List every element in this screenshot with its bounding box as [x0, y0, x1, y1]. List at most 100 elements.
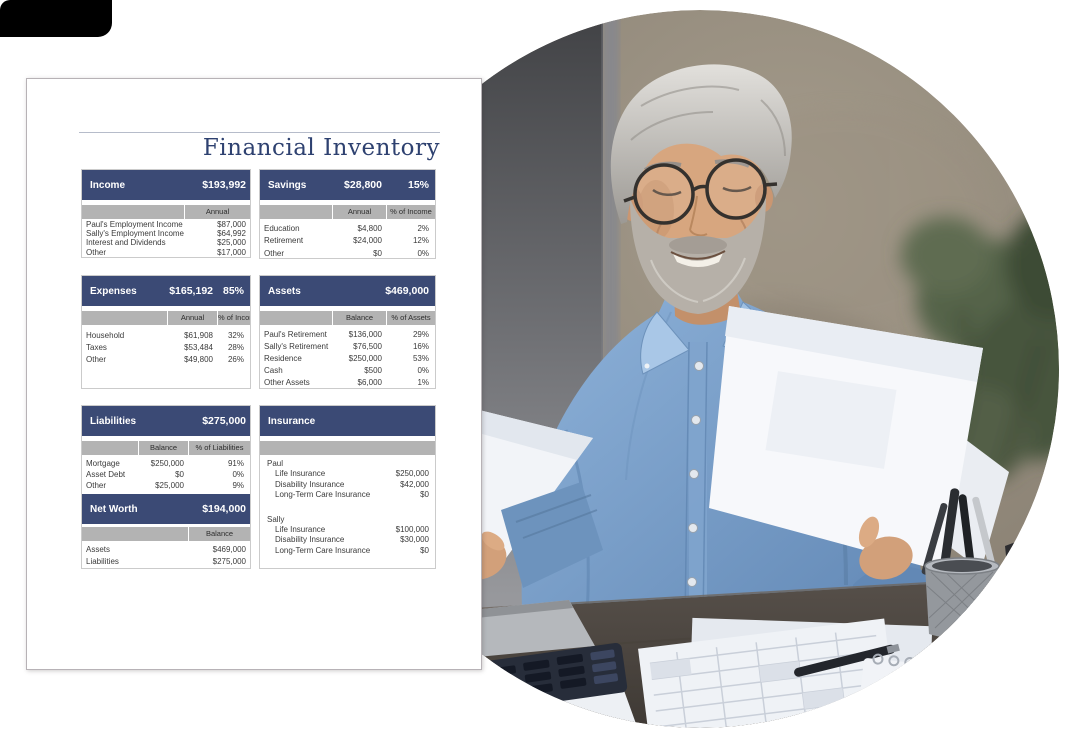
table-title: Assets [268, 285, 301, 297]
row-value: $250,000 [150, 459, 184, 468]
table-header: Savings $28,800 15% [260, 170, 435, 200]
hair [610, 64, 792, 224]
eyes [652, 185, 752, 196]
band-cell [260, 311, 332, 325]
band-cell: % of Liabilities [188, 441, 250, 455]
title-rule [79, 132, 440, 133]
row-percent: 32% [227, 330, 244, 340]
pen [794, 643, 900, 677]
band-cell: Balance [332, 311, 386, 325]
row-value: $25,000 [217, 238, 246, 248]
table-row: Disability Insurance $42,000 [260, 480, 435, 491]
band-cell: Annual [167, 311, 217, 325]
table-row: Retirement $24,000 12% [260, 235, 435, 248]
table-row: Assets $469,000 [82, 543, 250, 555]
row-value: $24,000 [353, 236, 382, 246]
table-total: $193,992 [202, 179, 246, 191]
group-label: Sally [267, 514, 285, 524]
row-percent: 9% [232, 481, 244, 490]
row-label: Other [86, 481, 107, 490]
band-cell [82, 311, 167, 325]
column-header-row: Balance % of Assets [260, 311, 435, 325]
table-row: Other $17,000 [82, 248, 250, 257]
row-value: $0 [420, 545, 429, 555]
band-cell: Balance [188, 527, 250, 541]
band-cell [82, 205, 184, 219]
table-row: Interest and Dividends $25,000 [82, 238, 250, 247]
group-label: Paul [267, 459, 284, 468]
group-spacer [260, 501, 435, 514]
row-label: Long-Term Care Insurance [275, 490, 371, 499]
table-total: $469,000 [385, 285, 429, 297]
table-row: Disability Insurance $30,000 [260, 535, 435, 546]
row-label: Other [264, 248, 285, 258]
row-label: Paul's Employment Income [86, 220, 183, 230]
row-value: $250,000 [348, 353, 382, 363]
man [445, 64, 1009, 623]
row-label: Other [86, 247, 107, 257]
left-sleeve-cuff [501, 482, 603, 588]
table-row: Household $61,908 32% [82, 329, 250, 341]
row-percent: 26% [227, 354, 244, 364]
table-row: Sally's Employment Income $64,992 [82, 229, 250, 238]
row-value: $87,000 [217, 220, 246, 230]
table-row: Other Assets $6,000 1% [260, 377, 435, 388]
shirt-buttons [687, 361, 704, 587]
corner-tab [0, 0, 112, 37]
table-total: $275,000 [202, 415, 246, 427]
collar [640, 311, 690, 375]
pens-in-cup [921, 488, 997, 575]
table-title: Insurance [268, 415, 316, 427]
table-rows: Assets $469,000 Liabilities $275,000 [82, 541, 250, 567]
row-label: Assets [86, 544, 111, 554]
row-value: $4,800 [357, 223, 382, 233]
row-percent: 91% [227, 459, 244, 468]
row-percent: 1% [417, 378, 429, 388]
row-value: $76,500 [353, 341, 382, 351]
row-percent: 0% [417, 248, 429, 258]
band-cell [260, 205, 332, 219]
row-value: $469,000 [212, 544, 246, 554]
row-value: $0 [373, 248, 382, 258]
insurance-table: Insurance Paul Life Insurance $250,000 D… [259, 405, 436, 569]
table-rows: Paul's Employment Income $87,000 Sally's… [82, 219, 250, 257]
table-percent: 85% [222, 285, 244, 297]
column-header-row: Annual [82, 205, 250, 219]
row-label: Disability Insurance [275, 479, 345, 489]
band-cell: % of Income [217, 311, 250, 325]
row-percent: 16% [412, 341, 429, 351]
row-label: Other Assets [264, 378, 310, 388]
table-header: Income $193,992 [82, 170, 250, 200]
table-total: $28,800 [344, 179, 382, 191]
photo-illustration [341, 10, 1059, 728]
row-percent: 12% [412, 236, 429, 246]
row-label: Liabilities [86, 556, 119, 566]
liabilities-networth-table: Liabilities $275,000 Balance % of Liabil… [81, 405, 251, 569]
page-title: Financial Inventory [202, 135, 440, 161]
band-cell [260, 441, 435, 455]
row-percent: 28% [227, 342, 244, 352]
income-table: Income $193,992 Annual Paul's Employment… [81, 169, 251, 258]
table-rows: Paul's Retirement $136,000 29% Sally's R… [260, 325, 435, 388]
column-header-row: Balance % of Liabilities [82, 441, 250, 455]
row-percent: 0% [232, 470, 244, 479]
row-value: $25,000 [155, 481, 184, 490]
table-row: Life Insurance $100,000 [260, 525, 435, 536]
pencil-cup [924, 557, 1000, 639]
assets-table: Assets $469,000 Balance % of Assets Paul… [259, 275, 436, 389]
table-total: $165,192 [169, 285, 213, 297]
table-row: Asset Debt $0 0% [82, 469, 250, 480]
table-row: Residence $250,000 53% [260, 352, 435, 364]
beard [630, 196, 766, 314]
table-header: Net Worth $194,000 [82, 494, 250, 524]
glasses [623, 158, 778, 225]
column-header-row: Annual % of Income [82, 311, 250, 325]
table-row: Other $49,800 26% [82, 353, 250, 365]
table-row: Other $25,000 9% [82, 480, 250, 491]
table-row: Cash $500 0% [260, 365, 435, 377]
table-row: Life Insurance $250,000 [260, 469, 435, 480]
row-label: Asset Debt [86, 470, 126, 479]
financial-inventory-page: Financial Inventory Income $193,992 Annu… [26, 78, 482, 670]
paper-in-right-hand [709, 306, 1009, 572]
band-cell: % of Income [386, 205, 435, 219]
